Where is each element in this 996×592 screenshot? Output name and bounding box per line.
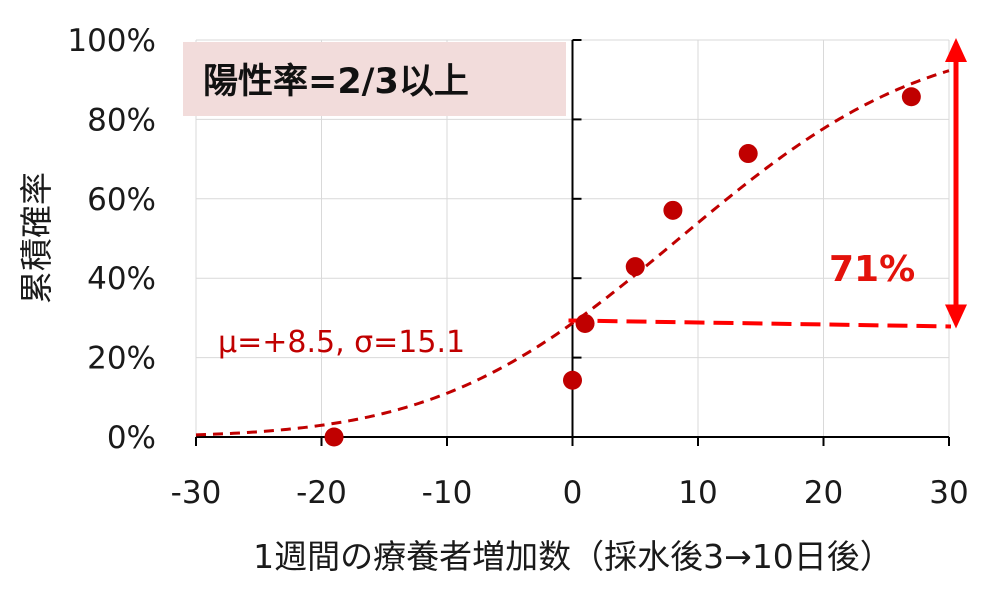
- data-point: [324, 427, 344, 447]
- data-point: [625, 257, 645, 277]
- data-point: [663, 200, 683, 220]
- arrow-head-top: [945, 38, 967, 62]
- data-point: [563, 370, 582, 390]
- arrow-head-bottom: [945, 304, 967, 329]
- x-tick-label: 0: [563, 475, 583, 511]
- data-point: [901, 87, 921, 107]
- annotation-box-text: 陽性率=2/3以上: [203, 62, 469, 102]
- fit-label: μ=+8.5, σ=15.1: [218, 325, 465, 360]
- fit-curve: [195, 69, 950, 437]
- y-tick-label: 80%: [87, 102, 156, 138]
- x-tick-label: -10: [422, 475, 473, 511]
- baseline-line: [568, 318, 952, 329]
- x-tick-label: 30: [929, 475, 968, 511]
- x-tick-label: 10: [678, 475, 717, 511]
- x-axis-label: 1週間の療養者増加数（採水後3→10日後）: [253, 537, 893, 576]
- y-tick-labels: 0% 20% 40% 60% 80% 100%: [67, 23, 156, 456]
- difference-label: 71%: [829, 249, 915, 290]
- x-tick-labels: -30 -20 -10 0 10 20 30: [171, 475, 969, 511]
- x-tick-label: -20: [296, 475, 347, 511]
- y-tick-label: 100%: [67, 23, 156, 59]
- data-points: [324, 87, 921, 447]
- y-axis-label: 累積確率: [17, 172, 56, 304]
- y-tick-label: 60%: [87, 182, 156, 218]
- y-tick-label: 20%: [87, 341, 156, 377]
- data-point: [575, 313, 595, 333]
- x-tick-label: 20: [804, 475, 843, 511]
- data-point: [738, 144, 758, 164]
- difference-arrow: [945, 38, 967, 329]
- x-tick-label: -30: [171, 475, 222, 511]
- y-tick-label: 40%: [87, 261, 156, 297]
- annotation-box: [183, 42, 566, 116]
- y-tick-label: 0%: [107, 420, 156, 456]
